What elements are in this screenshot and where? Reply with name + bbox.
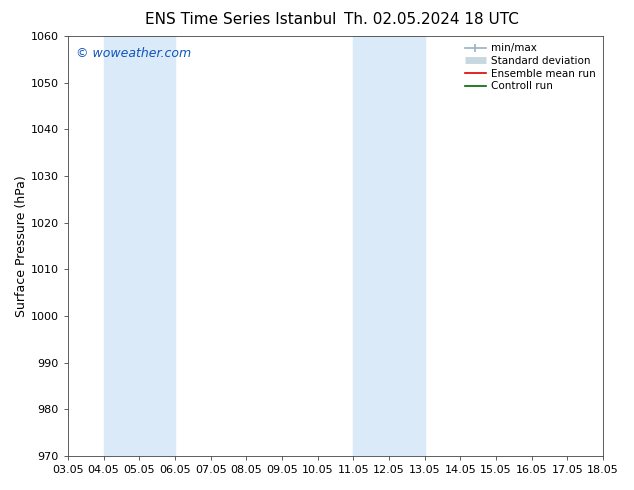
Text: Th. 02.05.2024 18 UTC: Th. 02.05.2024 18 UTC (344, 12, 519, 27)
Y-axis label: Surface Pressure (hPa): Surface Pressure (hPa) (15, 175, 28, 317)
Bar (103, 36, 175, 456)
Text: ENS Time Series Istanbul: ENS Time Series Istanbul (145, 12, 337, 27)
Bar (353, 36, 425, 456)
Text: © woweather.com: © woweather.com (76, 47, 191, 60)
Legend: min/max, Standard deviation, Ensemble mean run, Controll run: min/max, Standard deviation, Ensemble me… (463, 41, 598, 93)
Bar (603, 36, 621, 456)
